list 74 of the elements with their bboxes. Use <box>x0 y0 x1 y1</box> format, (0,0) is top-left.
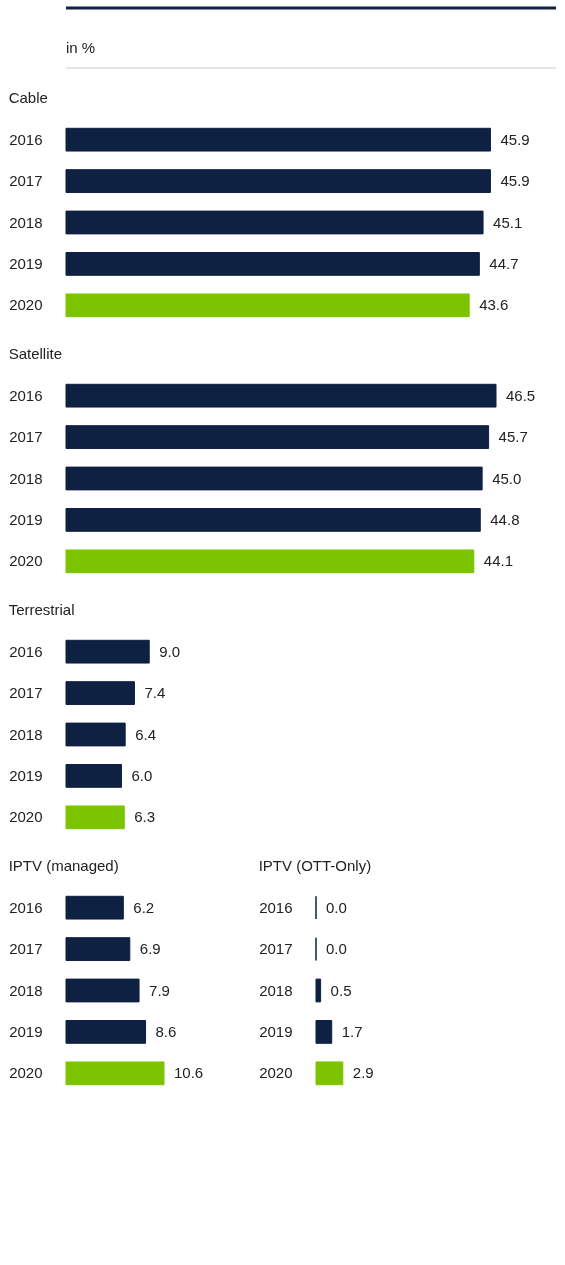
bar <box>65 805 125 830</box>
data-label: 43.6 <box>479 296 509 314</box>
y-tick-label: 2016 <box>9 130 43 148</box>
y-tick-label: 2017 <box>259 940 293 958</box>
y-tick-label: 2017 <box>9 684 43 702</box>
bar <box>65 722 126 747</box>
bar <box>65 1061 165 1086</box>
chart-title: Satellite <box>8 345 63 362</box>
bar <box>65 937 131 961</box>
bar <box>65 383 497 408</box>
bar <box>65 425 490 449</box>
bar <box>65 639 150 664</box>
y-tick-label: 2018 <box>259 981 293 999</box>
bar <box>65 978 140 1003</box>
y-tick-label: 2016 <box>9 642 43 660</box>
chart-subtitle: in % <box>66 39 96 56</box>
data-label: 6.9 <box>139 940 161 958</box>
y-tick-label: 2016 <box>259 898 293 916</box>
chart-title: IPTV (managed) <box>8 857 119 874</box>
y-tick-label: 2018 <box>9 469 43 487</box>
y-tick-label: 2017 <box>9 172 43 190</box>
data-label: 44.1 <box>483 552 514 570</box>
data-label: 45.9 <box>500 172 530 190</box>
data-label: 45.0 <box>492 469 522 487</box>
data-label: 0.0 <box>326 940 347 958</box>
bar <box>65 466 483 491</box>
data-label: 2.9 <box>352 1064 374 1082</box>
data-label: 0.0 <box>326 898 347 916</box>
y-tick-label: 2020 <box>259 1064 293 1082</box>
data-label: 9.0 <box>159 642 181 660</box>
y-tick-label: 2019 <box>9 1022 43 1040</box>
bar <box>315 1061 344 1086</box>
y-tick-label: 2020 <box>9 552 43 570</box>
y-tick-label: 2018 <box>9 981 43 999</box>
y-tick-label: 2017 <box>9 428 43 446</box>
data-label: 6.0 <box>131 766 153 784</box>
data-label: 6.4 <box>135 725 157 743</box>
data-label: 6.2 <box>133 898 155 916</box>
bar <box>65 508 481 532</box>
data-label: 45.9 <box>500 130 530 148</box>
y-tick-label: 2018 <box>9 725 43 743</box>
y-tick-label: 2017 <box>9 940 43 958</box>
bar <box>65 764 122 788</box>
data-label: 0.5 <box>330 981 352 999</box>
bar <box>65 895 124 920</box>
y-tick-label: 2019 <box>9 510 43 528</box>
y-tick-label: 2016 <box>9 386 43 404</box>
y-tick-label: 2018 <box>9 213 43 231</box>
data-label: 45.7 <box>498 428 528 446</box>
y-tick-label: 2019 <box>9 254 43 272</box>
data-label: 7.9 <box>149 981 170 999</box>
data-label: 44.7 <box>489 254 519 272</box>
chart-title: IPTV (OTT-Only) <box>258 857 372 874</box>
chart-title: Terrestrial <box>8 601 75 618</box>
data-label: 44.8 <box>490 510 520 528</box>
data-label: 7.4 <box>144 684 166 702</box>
data-label: 45.1 <box>493 213 523 231</box>
data-label: 10.6 <box>174 1064 204 1082</box>
bar <box>315 978 322 1003</box>
data-label: 1.7 <box>341 1022 363 1040</box>
y-tick-label: 2020 <box>9 808 43 826</box>
y-tick-label: 2020 <box>9 296 43 314</box>
y-tick-label: 2016 <box>9 898 43 916</box>
bar <box>65 549 475 574</box>
y-tick-label: 2020 <box>9 1064 43 1082</box>
data-label: 46.5 <box>506 386 536 404</box>
data-label: 6.3 <box>134 808 156 826</box>
bar <box>65 1020 147 1044</box>
bar <box>65 681 135 705</box>
chart-title: Cable <box>8 89 48 106</box>
y-tick-label: 2019 <box>259 1022 293 1040</box>
y-tick-label: 2019 <box>9 766 43 784</box>
data-label: 8.6 <box>155 1022 177 1040</box>
bar <box>315 1020 333 1044</box>
